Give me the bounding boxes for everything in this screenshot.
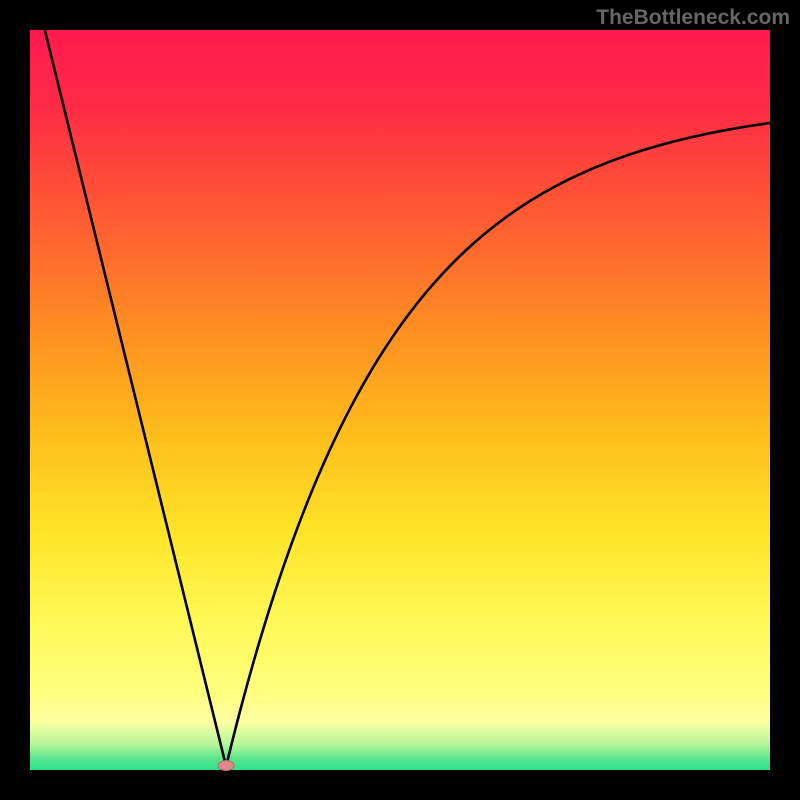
chart-stage: TheBottleneck.com [0,0,800,800]
attribution-watermark: TheBottleneck.com [596,6,790,29]
bottleneck-curve-chart: TheBottleneck.com [0,0,800,800]
plot-background-gradient [30,30,770,770]
minimum-point-marker [218,761,234,771]
